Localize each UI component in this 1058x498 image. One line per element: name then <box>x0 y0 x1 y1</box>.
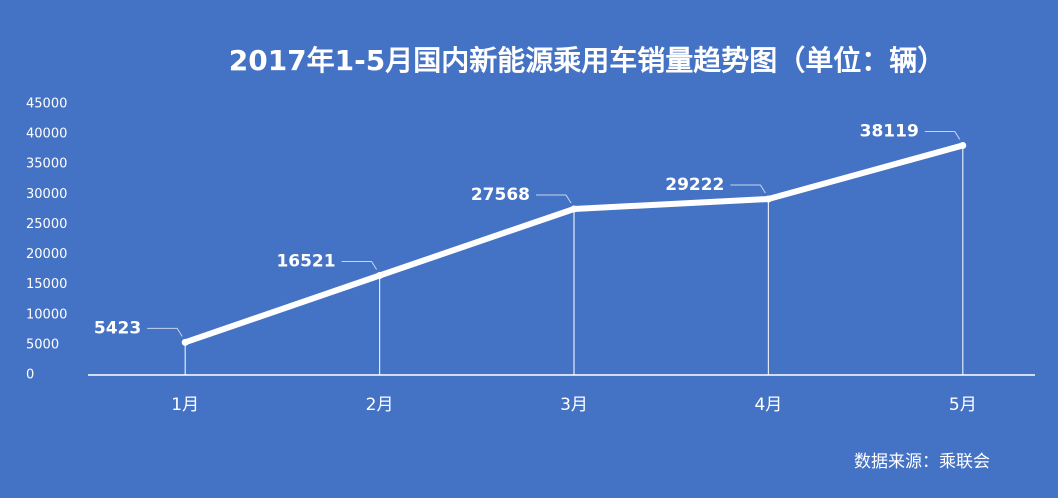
y-tick-label: 0 <box>26 368 34 383</box>
chart-title: 2017年1-5月国内新能源乘用车销量趋势图（单位：辆） <box>229 44 946 77</box>
y-tick-label: 30000 <box>26 187 67 202</box>
x-tick-label: 3月 <box>560 395 588 415</box>
leader-line <box>147 327 183 337</box>
y-tick-label: 45000 <box>26 97 67 112</box>
y-tick-label: 5000 <box>26 337 59 352</box>
data-point <box>376 272 384 280</box>
x-tick-label: 4月 <box>754 395 782 415</box>
y-tick-label: 40000 <box>26 127 67 142</box>
y-tick-label: 10000 <box>26 307 67 322</box>
y-tick-label: 25000 <box>26 217 67 232</box>
data-point <box>959 141 967 149</box>
x-tick-label: 1月 <box>171 395 199 415</box>
y-tick-label: 20000 <box>26 247 67 262</box>
leader-line <box>730 184 766 194</box>
leader-line <box>924 130 961 140</box>
x-tick-label: 5月 <box>949 395 977 415</box>
value-label: 5423 <box>94 318 141 338</box>
value-label: 27568 <box>471 185 530 205</box>
value-label: 38119 <box>860 121 919 141</box>
y-tick-label: 35000 <box>26 157 67 172</box>
data-point <box>181 338 189 346</box>
leader-line <box>536 194 572 204</box>
value-label: 29222 <box>665 175 724 195</box>
source-note: 数据来源：乘联会 <box>854 452 990 472</box>
value-label: 16521 <box>276 252 335 272</box>
data-point <box>570 205 578 213</box>
y-tick-label: 15000 <box>26 277 67 292</box>
x-tick-label: 2月 <box>366 395 394 415</box>
leader-line <box>341 261 378 270</box>
data-point <box>764 195 772 203</box>
